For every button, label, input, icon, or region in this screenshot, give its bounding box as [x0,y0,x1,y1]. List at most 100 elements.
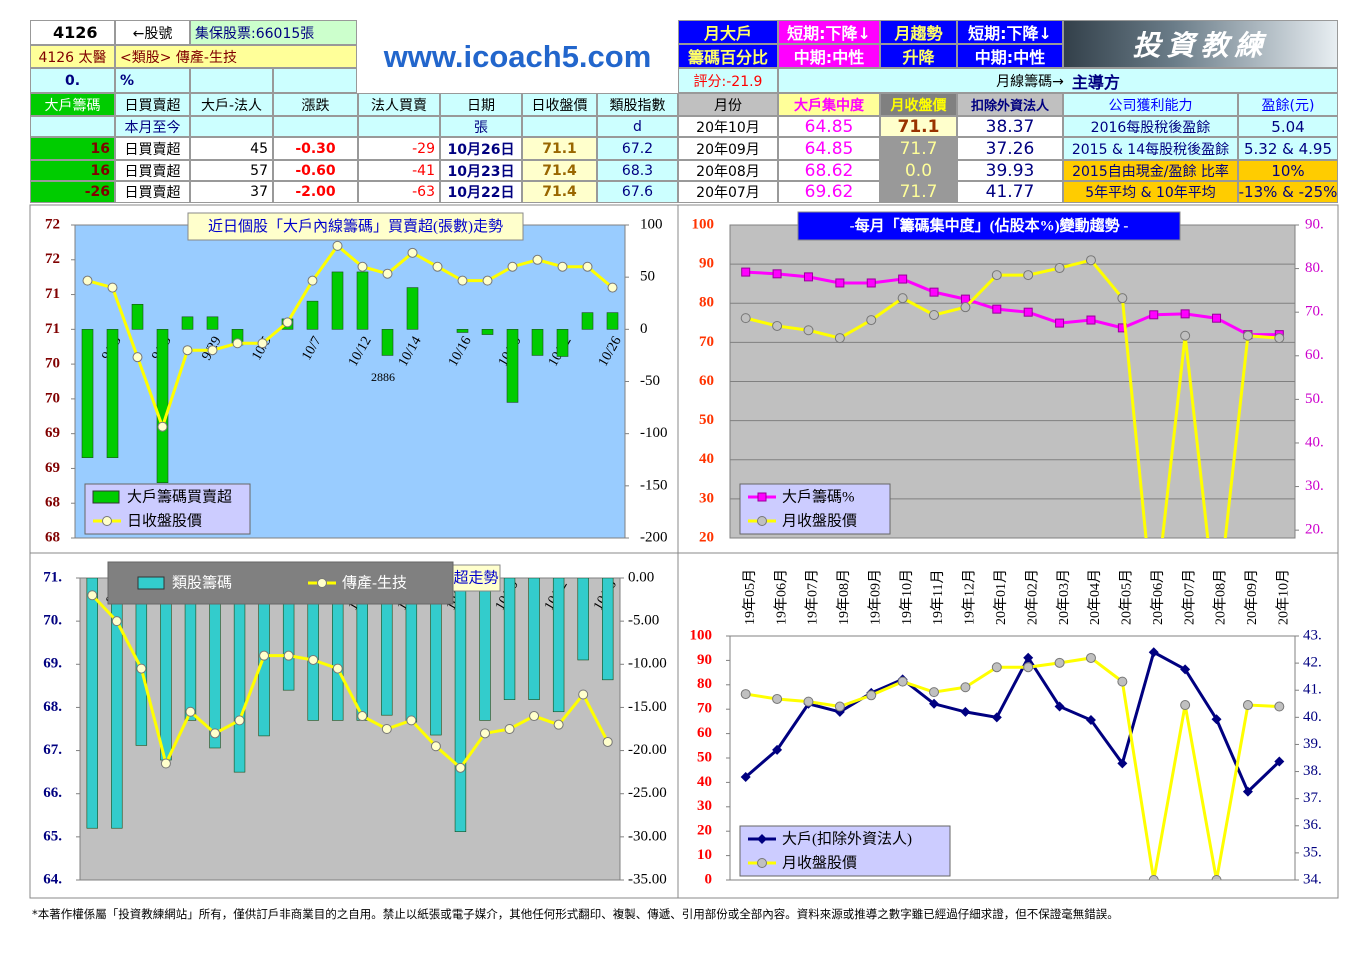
column-header: 月份 [678,93,778,116]
daily-cell: -0.60 [273,160,358,181]
bar [282,578,295,691]
brand: 投資教練 [1063,20,1338,68]
bar [106,329,119,458]
monthly-cell: 64.85 [778,137,880,160]
y2-tick-label: -100 [640,425,668,441]
y-tick-label: 40 [697,774,712,790]
chart-title: -每月「籌碼集中度」(佔股本%)變動趨勢 - [850,216,1129,234]
y-tick-label: 70 [45,356,60,372]
y-tick-label: 71 [45,286,60,302]
point [210,728,220,739]
y-tick-label: 50 [699,412,714,428]
line [745,258,1280,538]
point [557,261,568,272]
point [332,240,343,251]
bar [381,578,393,716]
daily-cell: -2.00 [273,181,358,203]
column-header: 公司獲利能力 [1063,93,1238,116]
legend-label: 類股籌碼 [172,574,232,591]
point [1180,664,1191,675]
x-tick-label: 20年07月 [1181,569,1197,625]
point [772,744,783,755]
y-tick-label: 10 [697,847,712,863]
y-tick-label: 60 [699,373,714,389]
subrow-cell: d [597,116,678,137]
legend-label: 大戶籌碼買賣超 [127,488,232,505]
profit-value: 5.32 & 4.95 [1238,137,1338,160]
point [992,304,1002,314]
y2-tick-label: 0.00 [628,569,654,585]
point [740,771,751,782]
point [136,663,147,674]
point [1212,313,1222,323]
x-tick-label: 19年09月 [867,569,883,625]
subrow-cell: 本月至今 [115,116,190,137]
point [960,302,971,313]
point [602,736,613,747]
y2-tick-label: -150 [640,477,668,493]
bar [381,329,394,356]
x-tick-label: 20年06月 [1150,569,1166,625]
point [929,687,940,698]
y2-tick-label: 39. [1303,736,1322,752]
point [87,590,98,601]
monthly-chips: 月線籌碼→ [996,73,1064,90]
point [1148,875,1159,880]
monthly-cell: 69.62 [778,181,880,203]
line [87,243,614,432]
point [482,275,493,286]
cell [30,116,115,137]
line [91,594,610,771]
y2-tick-label: -20.00 [628,742,667,758]
bar [506,329,519,403]
point [160,758,171,769]
short-term: 短期:下降↓ [778,20,880,44]
x-tick-label: 19年08月 [836,569,852,625]
daily-cell: 71.1 [522,137,597,160]
daily-cell: 68.3 [597,160,678,181]
bar [531,329,544,356]
x-tick-label: 19年07月 [805,569,821,625]
daily-cell: 10月26日 [440,137,522,160]
point [960,706,971,717]
y2-tick-label: -200 [640,529,668,545]
point [157,421,168,432]
column-header: 大戶籌碼 [30,93,115,116]
point [1085,255,1096,266]
title-box [187,212,524,241]
point [772,269,782,279]
y2-tick-label: -25.00 [628,785,667,801]
bar [160,578,172,761]
point [529,711,540,722]
bar [184,578,197,721]
point [308,654,319,665]
point [1054,263,1065,274]
point [1023,307,1033,317]
x-tick-label: 19年11月 [930,570,946,625]
point [991,270,1002,281]
point [457,275,468,286]
column-header: 扣除外資法人 [957,93,1063,116]
point [111,616,122,627]
daily-cell: 日買賣超 [115,181,190,203]
point [834,333,845,344]
daily-cell: 日買賣超 [115,160,190,181]
legend-marker [757,834,767,844]
daily-cell: 16 [30,160,115,181]
y-tick-label: 69 [45,425,60,441]
y-tick-label: 70 [697,701,712,717]
column-header: 大戶集中度 [778,93,880,116]
point [866,690,877,701]
point [1149,310,1159,320]
monthly-big-holder: 月大戶 [678,20,778,44]
y-tick-label: 69 [45,460,60,476]
bar [606,312,619,330]
line [745,270,1280,337]
x-tick-label: 20年01月 [993,569,1009,625]
y2-tick-label: 60. [1305,347,1324,363]
bar [552,578,565,713]
column-header: 日買賣超 [115,93,190,116]
point [960,294,970,304]
point [257,338,268,349]
y-tick-label: 64. [43,871,62,887]
